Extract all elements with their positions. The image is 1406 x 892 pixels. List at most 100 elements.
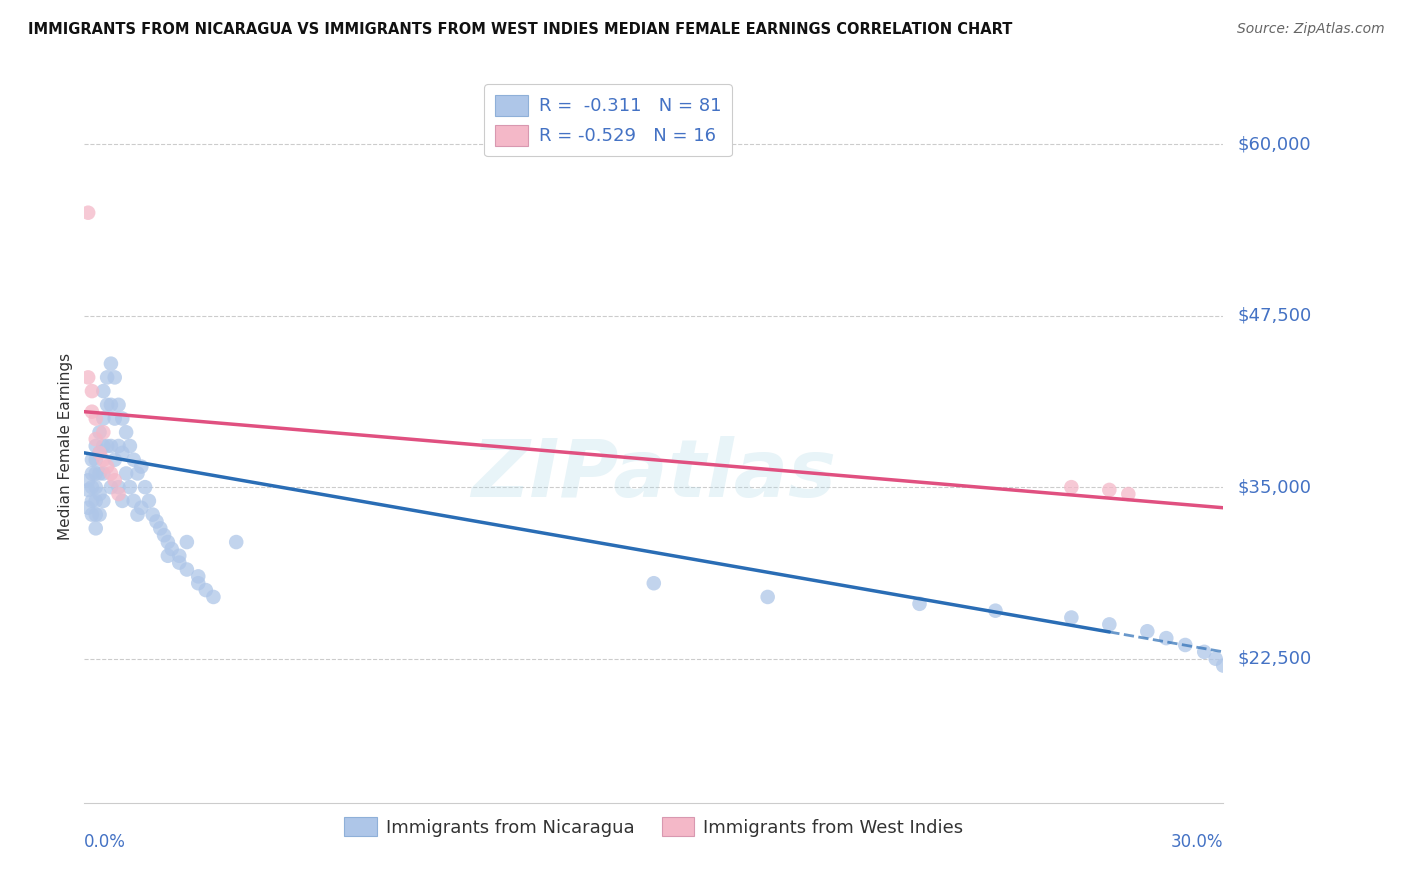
Point [194,583,217,598]
Point [84,432,107,446]
Point [100,439,122,453]
Point [80,494,103,508]
Point [156,535,179,549]
Text: ZIPatlas: ZIPatlas [471,435,837,514]
Text: Source: ZipAtlas.com: Source: ZipAtlas.com [1237,22,1385,37]
Point [153,528,176,542]
Point [93,411,115,425]
Point [111,411,134,425]
Point [115,425,138,440]
Point [1156,631,1178,645]
Point [156,549,179,563]
Point [149,521,172,535]
Point [100,467,122,481]
Point [1098,483,1121,497]
Point [131,500,153,515]
Point [77,370,100,384]
Text: $60,000: $60,000 [1237,135,1310,153]
Point [1060,480,1083,494]
Point [84,480,107,494]
Point [115,467,138,481]
Point [984,604,1007,618]
Point [84,467,107,481]
Text: 0.0%: 0.0% [84,833,127,851]
Point [77,205,100,219]
Point [96,398,118,412]
Point [93,384,115,398]
Point [643,576,665,591]
Point [93,439,115,453]
Point [107,480,129,494]
Point [111,494,134,508]
Point [131,459,153,474]
Point [80,384,103,398]
Point [1205,651,1227,665]
Point [80,508,103,522]
Point [1194,645,1216,659]
Point [77,473,100,487]
Point [89,446,111,460]
Point [104,473,127,487]
Point [84,452,107,467]
Point [1098,617,1121,632]
Text: 30.0%: 30.0% [1171,833,1223,851]
Point [111,446,134,460]
Point [169,556,191,570]
Point [118,480,141,494]
Point [127,508,149,522]
Text: $22,500: $22,500 [1237,649,1312,668]
Point [138,494,160,508]
Point [89,425,111,440]
Point [1174,638,1197,652]
Point [96,439,118,453]
Point [84,508,107,522]
Point [80,467,103,481]
Point [122,452,145,467]
Point [756,590,779,604]
Point [169,549,191,563]
Point [77,500,100,515]
Point [89,467,111,481]
Point [80,452,103,467]
Point [176,562,198,576]
Point [107,439,129,453]
Point [104,370,127,384]
Point [93,494,115,508]
Point [93,467,115,481]
Point [225,535,247,549]
Point [89,487,111,501]
Point [187,576,209,591]
Point [89,446,111,460]
Point [118,439,141,453]
Point [100,480,122,494]
Point [107,398,129,412]
Point [1212,658,1234,673]
Text: $35,000: $35,000 [1237,478,1312,496]
Point [145,515,167,529]
Point [84,439,107,453]
Point [93,425,115,440]
Point [176,535,198,549]
Point [84,411,107,425]
Point [127,467,149,481]
Point [1136,624,1159,639]
Point [104,452,127,467]
Point [77,483,100,497]
Point [84,521,107,535]
Point [908,597,931,611]
Point [142,508,165,522]
Point [100,398,122,412]
Point [104,411,127,425]
Point [93,452,115,467]
Legend: Immigrants from Nicaragua, Immigrants from West Indies: Immigrants from Nicaragua, Immigrants fr… [337,810,970,844]
Point [89,508,111,522]
Point [80,405,103,419]
Point [80,480,103,494]
Y-axis label: Median Female Earnings: Median Female Earnings [58,352,73,540]
Point [96,459,118,474]
Point [96,370,118,384]
Point [134,480,156,494]
Point [84,494,107,508]
Point [100,357,122,371]
Text: $47,500: $47,500 [1237,307,1312,325]
